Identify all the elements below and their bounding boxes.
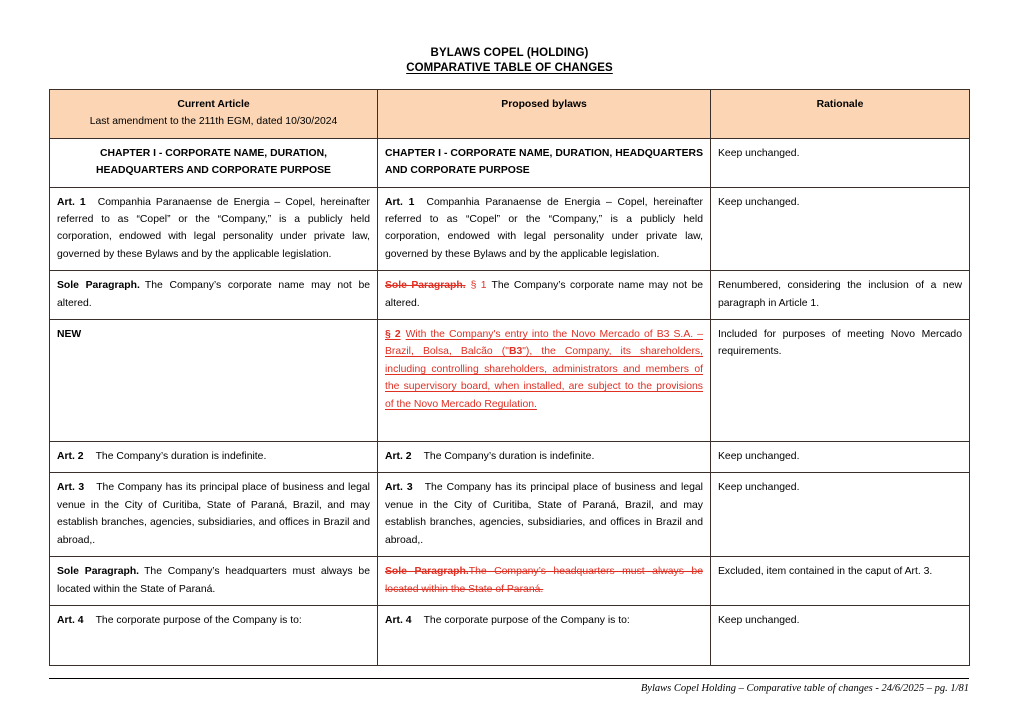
cell-rationale-sole-paragraph-1: Renumbered, considering the inclusion of… xyxy=(710,270,970,321)
cell-proposed-chapter: CHAPTER I - CORPORATE NAME, DURATION, HE… xyxy=(377,137,711,188)
struck-paragraph-label: Sole Paragraph. xyxy=(385,566,469,578)
cell-rationale-sole-paragraph-2: Excluded, item contained in the caput of… xyxy=(710,556,970,606)
column-header-proposed-bylaws: Proposed bylaws xyxy=(377,89,711,139)
cell-proposed-sole-paragraph-1: Sole Paragraph. § 1 The Company’s corporat… xyxy=(377,270,711,321)
article-body: The Company has its principal place of b… xyxy=(385,482,703,546)
article-label: Art. 3 xyxy=(385,482,413,494)
cell-current-chapter: CHAPTER I - CORPORATE NAME, DURATION, HE… xyxy=(49,137,378,188)
cell-rationale-new-paragraph-2: Included for purposes of meeting Novo Me… xyxy=(710,319,970,443)
article-label: Art. 2 xyxy=(385,451,412,463)
cell-rationale-art3: Keep unchanged. xyxy=(710,472,970,558)
column-header-current-article-main: Current Article xyxy=(177,99,250,110)
article-label: Art. 4 xyxy=(57,614,84,626)
cell-current-art2: Art. 2 The Company’s duration is indefini… xyxy=(49,441,378,474)
cell-rationale-chapter: Keep unchanged. xyxy=(710,137,970,188)
article-body: The corporate purpose of the Company is … xyxy=(95,614,302,626)
paragraph-body: The Company’s headquarters must always b… xyxy=(57,566,370,595)
table-row: Sole Paragraph. The Company’s headquarter… xyxy=(49,556,970,606)
article-label: Art. 1 xyxy=(57,196,86,208)
table-row: Art. 4 The corporate purpose of the Compa… xyxy=(49,604,970,666)
article-body: The Company’s duration is indefinite. xyxy=(95,451,267,463)
cell-current-new: NEW xyxy=(49,319,378,443)
article-body: Companhia Paranaense de Energia – Copel,… xyxy=(57,196,370,260)
cell-proposed-art4: Art. 4 The corporate purpose of the Compa… xyxy=(377,604,711,666)
table-row: NEW § 2 With the Company's entry into the… xyxy=(49,319,970,443)
cell-current-art1: Art. 1 Companhia Paranaense de Energia – … xyxy=(49,186,378,272)
cell-current-sole-paragraph-1: Sole Paragraph. The Company’s corporate n… xyxy=(49,270,378,321)
cell-current-art3: Art. 3 The Company has its principal plac… xyxy=(49,472,378,558)
article-body: The Company’s duration is indefinite. xyxy=(423,451,595,463)
document-title: BYLAWS COPEL (HOLDING) COMPARATIVE TABLE… xyxy=(0,46,1019,76)
table-header-row: Current Article Last amendment to the 21… xyxy=(49,89,970,139)
comparative-changes-table: Current Article Last amendment to the 21… xyxy=(49,89,970,666)
cell-proposed-art1: Art. 1 Companhia Paranaense de Energia – … xyxy=(377,186,711,272)
paragraph-body: The Company’s corporate name may not be … xyxy=(385,280,703,309)
cell-current-sole-paragraph-2: Sole Paragraph. The Company’s headquarter… xyxy=(49,556,378,606)
article-label: Art. 4 xyxy=(385,614,412,626)
new-paragraph-text-part2: "), the Company, its shareholders, inclu… xyxy=(385,346,703,410)
article-body: The Company has its principal place of b… xyxy=(57,482,370,546)
struck-paragraph-label: Sole Paragraph. xyxy=(385,280,466,292)
table-row: Art. 1 Companhia Paranaense de Energia – … xyxy=(49,186,970,272)
cell-proposed-new-paragraph-2: § 2 With the Company's entry into the Nov… xyxy=(377,319,711,443)
cell-rationale-art1: Keep unchanged. xyxy=(710,186,970,272)
footer-text: Bylaws Copel Holding – Comparative table… xyxy=(640,683,969,694)
paragraph-label: Sole Paragraph. xyxy=(57,566,140,578)
article-label: Art. 3 xyxy=(57,482,85,494)
article-body: Companhia Paranaense de Energia – Copel,… xyxy=(385,196,703,260)
cell-proposed-art2: Art. 2 The Company’s duration is indefini… xyxy=(377,441,711,474)
table-row: CHAPTER I - CORPORATE NAME, DURATION, HE… xyxy=(49,137,970,188)
new-paragraph-mark: § 2 xyxy=(385,329,401,341)
new-paragraph-text-part1: With the Company's entry into the Novo M… xyxy=(385,329,703,358)
document-title-line2: COMPARATIVE TABLE OF CHANGES xyxy=(406,62,613,74)
new-paragraph-text-bold: B3 xyxy=(508,346,523,358)
cell-proposed-sole-paragraph-2-struck: Sole Paragraph.The Company’s headquarter… xyxy=(377,556,711,606)
article-body: The corporate purpose of the Company is … xyxy=(423,614,630,626)
article-label: Art. 2 xyxy=(57,451,84,463)
column-header-current-article-sub: Last amendment to the 211th EGM, dated 1… xyxy=(89,116,338,128)
document-title-line1: BYLAWS COPEL (HOLDING) xyxy=(430,47,589,59)
article-label: Art. 1 xyxy=(385,196,415,208)
new-label: NEW xyxy=(57,329,82,341)
footer-separator xyxy=(49,678,969,679)
new-paragraph-mark: § 1 xyxy=(470,280,487,292)
column-header-current-article: Current Article Last amendment to the 21… xyxy=(49,89,378,139)
cell-rationale-art4: Keep unchanged. xyxy=(710,604,970,666)
cell-proposed-art3: Art. 3 The Company has its principal plac… xyxy=(377,472,711,558)
cell-current-art4: Art. 4 The corporate purpose of the Compa… xyxy=(49,604,378,666)
struck-paragraph-body: The Company’s headquarters must always b… xyxy=(385,566,703,595)
paragraph-body: The Company’s corporate name may not be … xyxy=(57,280,371,309)
table-row: Sole Paragraph. The Company’s corporate n… xyxy=(49,270,970,321)
table-row: Art. 3 The Company has its principal plac… xyxy=(49,472,970,558)
cell-rationale-art2: Keep unchanged. xyxy=(710,441,970,474)
column-header-rationale: Rationale xyxy=(710,89,970,139)
table-row: Art. 2 The Company’s duration is indefini… xyxy=(49,441,970,474)
paragraph-label: Sole Paragraph. xyxy=(57,280,140,292)
